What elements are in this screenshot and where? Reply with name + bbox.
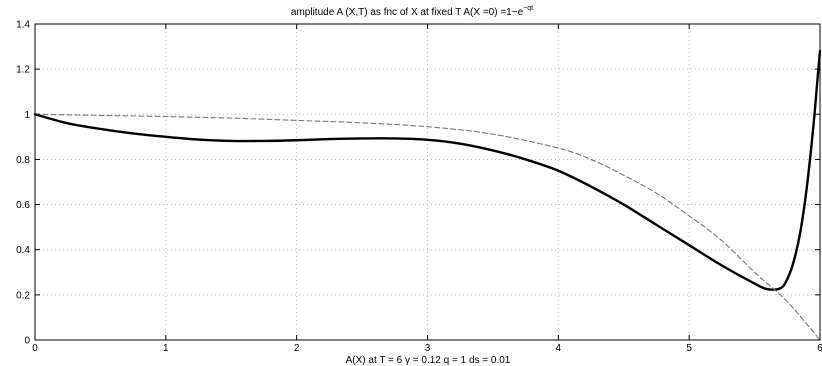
- x-tick-label: 4: [556, 343, 562, 354]
- series-line-dashed: [34, 113, 821, 341]
- x-tick-label: 5: [686, 343, 692, 354]
- y-tick-label: 0: [24, 336, 30, 347]
- y-tick-label: 0.2: [16, 290, 30, 301]
- x-tick-label: 0: [32, 343, 38, 354]
- x-tick-label: 1: [163, 343, 169, 354]
- x-tick-label: 3: [425, 343, 431, 354]
- y-tick-label: 1: [24, 110, 30, 121]
- axis-ticks: 0 1 2 3 4 5 6 0 0.2 0.4 0.6 0.8 1 1.2 1.4: [16, 20, 822, 355]
- y-tick-label: 1.4: [16, 20, 30, 31]
- series-lines: [33, 49, 822, 341]
- y-tick-label: 0.4: [16, 245, 30, 256]
- x-axis-label: A(X) at T = 6 γ = 0.12 q = 1 ds = 0.01: [346, 355, 511, 366]
- chart-title: amplitude A (X,T) as fnc of X at fixed T…: [291, 5, 533, 18]
- x-tick-label: 2: [294, 343, 300, 354]
- y-tick-label: 0.8: [16, 155, 30, 166]
- chart-title-main: amplitude A (X,T) as fnc of X at fixed T…: [291, 7, 524, 18]
- grid-lines: [35, 24, 820, 340]
- series-line-solid: [33, 49, 822, 291]
- y-tick-label: 1.2: [16, 65, 30, 76]
- chart-title-superscript: −qt: [523, 5, 533, 12]
- y-tick-label: 0.6: [16, 200, 30, 211]
- x-tick-label: 6: [817, 343, 822, 354]
